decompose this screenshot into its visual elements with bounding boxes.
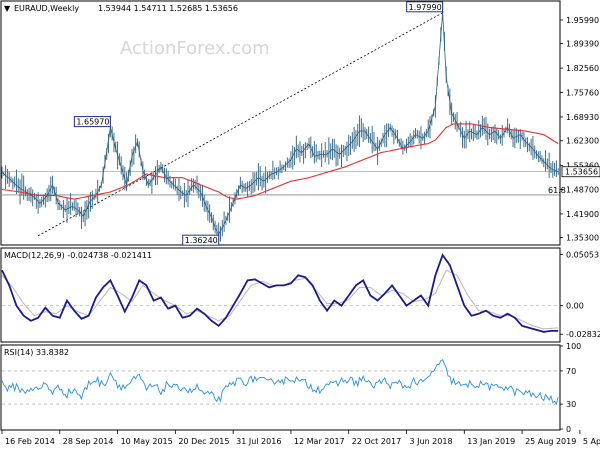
x-tick-label: 3 Jun 2018 xyxy=(410,437,453,446)
x-tick-label: 22 Oct 2017 xyxy=(352,437,401,446)
rsi-y-tick-label: 100 xyxy=(566,342,581,351)
rsi-panel-title: RSI(14) 33.8382 xyxy=(4,348,69,357)
price-y-tick-label: 1.48700 xyxy=(566,186,599,195)
x-tick-label: 5 Apr 2020 xyxy=(583,437,600,446)
price-annotation-label: 1.97990 xyxy=(409,3,442,12)
price-y-tick-label: 1.41900 xyxy=(566,210,599,219)
macd-y-tick-label: 0.00 xyxy=(566,302,584,311)
price-y-tick-label: 1.62300 xyxy=(566,137,599,146)
price-y-tick-label: 1.68930 xyxy=(566,113,599,122)
macd-y-tick-label: -0.028323 xyxy=(566,330,600,339)
x-tick-label: 31 Jul 2016 xyxy=(236,437,281,446)
price-annotation-box xyxy=(73,116,111,128)
x-tick-label: 25 Aug 2019 xyxy=(525,437,576,446)
rsi-y-tick-label: 30 xyxy=(566,400,576,409)
trendline xyxy=(37,12,443,237)
price-annotation-label: 1.65970 xyxy=(76,118,109,127)
macd-y-tick-label: 0.05053 xyxy=(566,251,599,260)
price-annotation-box xyxy=(406,1,444,13)
fib-level-label: 61.8 xyxy=(548,186,566,195)
rsi-y-tick-label: 0 xyxy=(566,425,571,434)
price-y-tick-label: 1.95990 xyxy=(566,16,599,25)
moving-average-line xyxy=(1,123,559,200)
macd-panel xyxy=(0,247,561,343)
x-tick-label: 13 Jan 2019 xyxy=(467,437,515,446)
x-tick-label: 16 Feb 2014 xyxy=(5,437,55,446)
x-tick-label: 20 Dec 2015 xyxy=(178,437,229,446)
rsi-line xyxy=(1,359,559,406)
price-annotation-label: 1.36240 xyxy=(185,236,218,245)
price-y-tick-label: 1.35300 xyxy=(566,234,599,243)
price-ohlc-values: 1.53944 1.54711 1.52685 1.53656 xyxy=(98,4,238,13)
price-annotation-box xyxy=(182,234,220,246)
macd-panel-title: MACD(12,26,9) -0.024738 -0.021411 xyxy=(4,251,152,260)
price-y-tick-label: 1.82560 xyxy=(566,64,599,73)
price-panel-title-arrow[interactable]: ▼ xyxy=(4,4,11,13)
watermark: ActionForex.com xyxy=(120,38,270,59)
price-close-line xyxy=(1,12,559,236)
rsi-panel xyxy=(0,344,561,431)
macd-line xyxy=(1,253,559,333)
last-price-box xyxy=(561,166,600,178)
price-y-tick-label: 1.75760 xyxy=(566,88,599,97)
price-y-tick-label: 1.89390 xyxy=(566,40,599,49)
price-panel-title: EURAUD,Weekly xyxy=(14,4,79,13)
rsi-y-tick-label: 70 xyxy=(566,367,576,376)
x-tick-label: 28 Sep 2014 xyxy=(63,437,114,446)
x-tick-label: 10 May 2015 xyxy=(121,437,173,446)
x-tick-label: 12 Mar 2017 xyxy=(294,437,345,446)
last-price-label: 1.53656 xyxy=(565,168,598,177)
price-y-tick-label: 1.55360 xyxy=(566,162,599,171)
